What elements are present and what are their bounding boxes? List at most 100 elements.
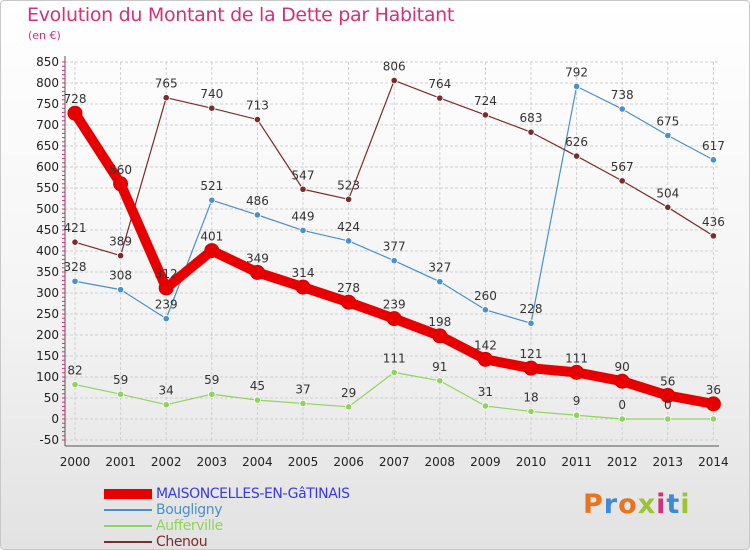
data-point (344, 237, 353, 245)
legend-item: Bougligny (104, 502, 350, 518)
data-label: 239 (155, 298, 178, 312)
data-label: 617 (702, 139, 725, 153)
data-point (618, 415, 626, 423)
data-label: 547 (292, 168, 315, 182)
data-label: 349 (246, 251, 269, 265)
data-label: 45 (250, 379, 265, 393)
data-point (158, 280, 174, 296)
data-point (71, 277, 79, 285)
data-point (614, 373, 630, 389)
data-label: 18 (523, 390, 538, 404)
x-tick-label: 2004 (242, 455, 273, 469)
y-tick-label: 600 (36, 160, 59, 174)
data-label: 278 (337, 281, 360, 295)
data-point (572, 411, 581, 419)
data-point (618, 105, 626, 113)
legend-label: Bougligny (156, 502, 223, 518)
data-label: 29 (341, 386, 356, 400)
x-tick-label: 2002 (151, 455, 182, 469)
data-point (390, 76, 398, 85)
data-label: 90 (615, 360, 630, 374)
data-point (664, 203, 672, 211)
legend-label: Aufferville (156, 518, 223, 534)
data-point (249, 264, 265, 280)
legend-swatch (104, 541, 152, 543)
data-label: 260 (474, 289, 497, 303)
data-label: 728 (64, 92, 87, 106)
data-point (253, 115, 261, 124)
legend-swatch (104, 489, 152, 499)
data-label: 567 (611, 160, 634, 174)
data-point (162, 94, 170, 102)
data-label: 683 (520, 111, 543, 125)
y-tick-label: 0 (51, 412, 59, 426)
data-point (208, 390, 216, 398)
data-point (477, 351, 493, 367)
data-point (709, 156, 718, 164)
data-label: 765 (155, 77, 178, 91)
data-point (71, 380, 79, 389)
legend-item: MAISONCELLES-EN-GâTINAIS (104, 486, 350, 502)
data-point (618, 177, 626, 185)
data-label: 389 (109, 235, 132, 249)
legend-item: Chenou (104, 534, 350, 549)
data-label: 228 (520, 302, 543, 316)
data-label: 626 (565, 135, 588, 149)
x-tick-label: 2000 (60, 455, 91, 469)
data-label: 328 (64, 260, 87, 274)
data-point (344, 195, 353, 203)
data-label: 36 (706, 383, 721, 397)
data-point (572, 82, 581, 90)
data-label: 198 (428, 315, 451, 329)
data-label: 312 (155, 267, 178, 281)
data-label: 449 (292, 209, 315, 223)
y-tick-label: 300 (36, 286, 59, 300)
data-label: 59 (204, 373, 219, 387)
x-tick-label: 2011 (561, 455, 592, 469)
data-label: 56 (660, 374, 675, 388)
y-tick-label: 50 (44, 391, 59, 405)
data-label: 37 (295, 382, 310, 396)
data-point (299, 226, 307, 235)
x-tick-label: 2012 (607, 455, 638, 469)
data-point (705, 396, 721, 412)
x-tick-label: 2010 (516, 455, 547, 469)
y-tick-label: 100 (36, 370, 59, 384)
data-point (481, 402, 489, 410)
x-tick-label: 2001 (105, 455, 136, 469)
data-point (204, 243, 220, 259)
data-point (432, 328, 448, 344)
y-tick-label: 750 (36, 97, 59, 111)
data-point (299, 185, 307, 193)
data-label: 521 (200, 179, 223, 193)
data-label: 486 (246, 194, 269, 208)
data-point (481, 111, 489, 119)
data-label: 436 (702, 215, 725, 229)
data-point (117, 252, 125, 260)
x-tick-label: 2003 (197, 455, 228, 469)
data-point (709, 232, 718, 240)
y-tick-label: 650 (36, 139, 59, 153)
y-tick-label: 550 (36, 181, 59, 195)
data-point (664, 415, 672, 423)
data-label: 738 (611, 88, 634, 102)
data-label: 121 (520, 347, 543, 361)
data-point (664, 131, 672, 140)
data-point (295, 279, 311, 295)
y-tick-label: 800 (36, 76, 59, 90)
data-label: 424 (337, 220, 360, 234)
data-point (117, 286, 125, 294)
data-label: 111 (565, 351, 588, 365)
data-point (390, 257, 398, 265)
data-point (527, 319, 535, 327)
data-label: 713 (246, 99, 269, 113)
data-point (527, 128, 535, 136)
data-label: 0 (618, 398, 626, 412)
data-point (436, 377, 444, 385)
data-label: 314 (292, 266, 315, 280)
data-label: 724 (474, 94, 497, 108)
data-label: 806 (383, 59, 406, 73)
data-label: 327 (428, 261, 451, 275)
data-point (162, 315, 170, 323)
y-tick-label: 400 (36, 244, 59, 258)
